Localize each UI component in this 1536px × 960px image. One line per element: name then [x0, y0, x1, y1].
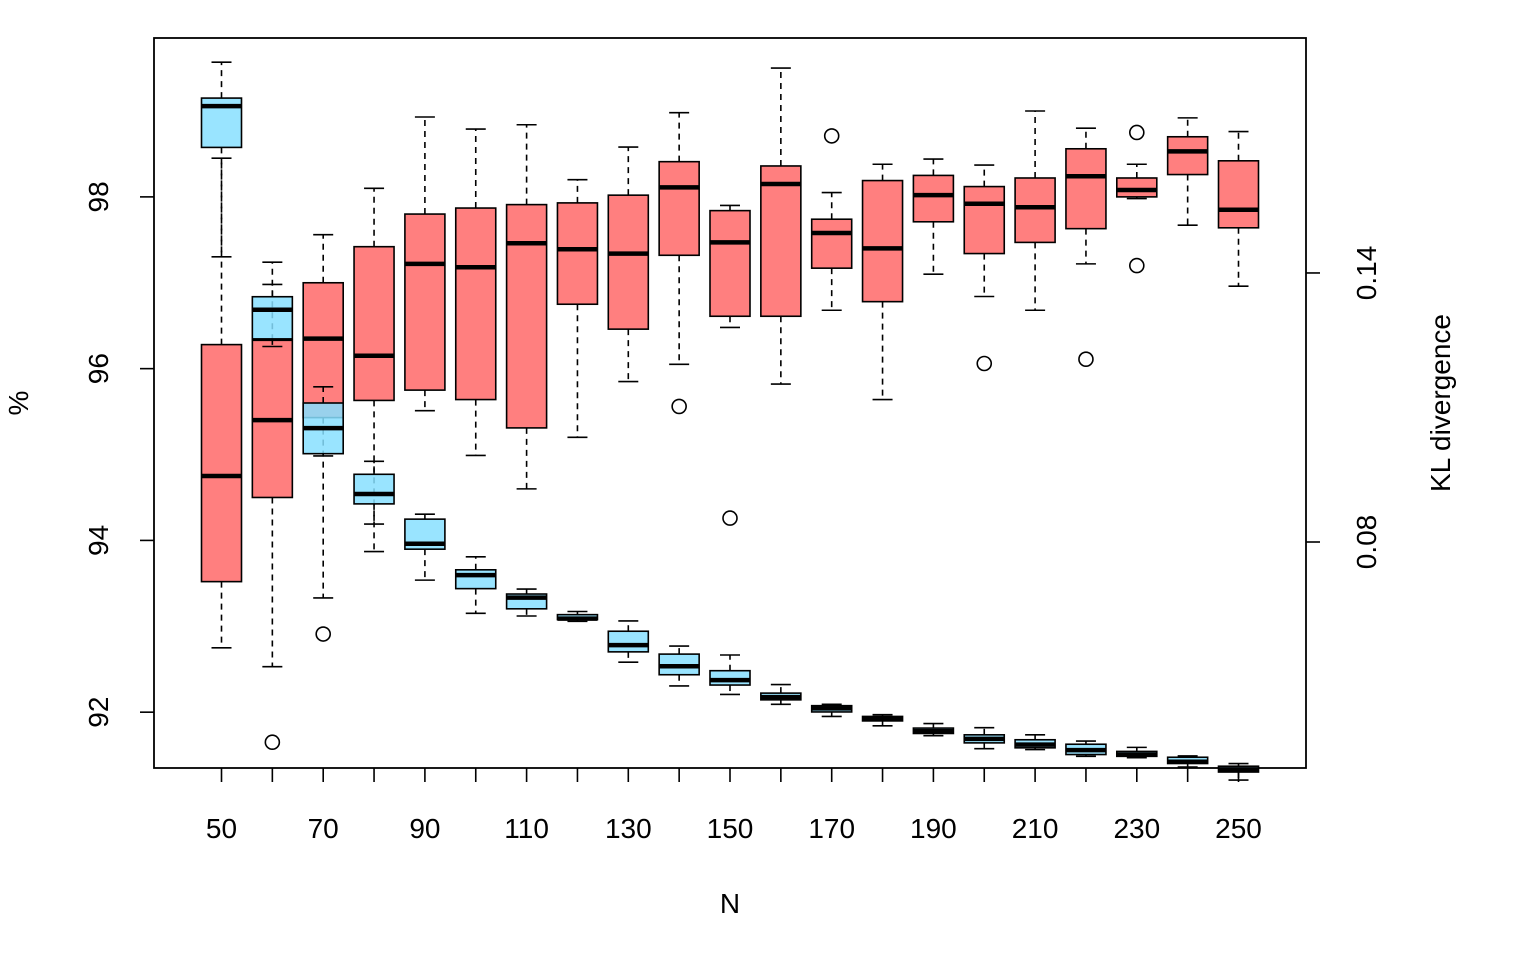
kl-box-90: [404, 513, 446, 581]
kl-box-160: [760, 683, 802, 706]
x-tick-label: 50: [206, 813, 237, 844]
x-tick-label: 150: [707, 813, 754, 844]
x-tick-label: 130: [605, 813, 652, 844]
y-left-tick-label: 98: [83, 181, 114, 212]
outlier-point: [1129, 124, 1145, 141]
box-iqr: [1116, 177, 1158, 198]
percent-box-180: [861, 163, 904, 401]
outlier-point: [722, 510, 738, 526]
kl-box-200: [963, 726, 1006, 750]
kl-box-130: [607, 620, 650, 663]
percent-box-250: [1217, 130, 1260, 288]
kl-box-150: [709, 654, 751, 696]
box-iqr: [861, 179, 904, 303]
box-iqr: [302, 281, 345, 419]
kl-box-240: [1166, 755, 1209, 768]
outlier-point: [823, 128, 840, 144]
box-iqr: [912, 174, 955, 223]
kl-box-190: [912, 722, 955, 737]
box-iqr: [963, 185, 1006, 255]
outlier-point: [671, 398, 687, 415]
box-iqr: [353, 473, 395, 505]
kl-box-120: [556, 610, 599, 623]
x-tick-label: 250: [1215, 813, 1262, 844]
outlier-point: [1078, 351, 1094, 368]
percent-box-150: [709, 204, 751, 526]
percent-box-100: [454, 128, 497, 457]
percent-box-50: [200, 157, 243, 649]
box-iqr: [1065, 147, 1107, 230]
box-iqr: [251, 295, 294, 340]
box-iqr: [709, 209, 751, 318]
kl-box-100: [454, 556, 497, 615]
box-iqr: [454, 569, 497, 590]
kl-box-50: [200, 61, 243, 258]
y-axis-label-left: %: [3, 391, 34, 416]
axes-layer: 50 70 90 110 130 150 170 190 210 230 250 92 94 96 98 0.…: [83, 181, 1382, 844]
kl-box-180: [861, 713, 904, 727]
kl-box-220: [1065, 740, 1107, 758]
y-right-tick-label: 0.08: [1351, 515, 1382, 570]
box-iqr: [658, 160, 700, 257]
box-iqr: [607, 194, 650, 330]
y-right-tick-label: 0.14: [1351, 246, 1382, 301]
percent-box-140: [658, 111, 700, 415]
x-tick-label: 170: [808, 813, 855, 844]
percent-box-120: [556, 178, 599, 439]
box-iqr: [810, 218, 853, 269]
outlier-point: [1129, 257, 1145, 274]
box-iqr: [760, 165, 802, 318]
plot-layer: [200, 61, 1260, 781]
kl-box-230: [1116, 746, 1158, 759]
percent-box-190: [912, 158, 955, 275]
percent-box-210: [1014, 110, 1056, 312]
box-iqr: [556, 202, 599, 306]
box-iqr: [1166, 135, 1209, 176]
kl-box-70: [302, 386, 345, 457]
x-axis-label: N: [720, 888, 740, 919]
percent-box-220: [1065, 127, 1107, 368]
box-iqr: [607, 630, 650, 653]
x-tick-label: 210: [1012, 813, 1059, 844]
kl-box-140: [658, 645, 700, 687]
plot-frame: [153, 37, 1307, 769]
x-tick-label: 190: [910, 813, 957, 844]
box-iqr: [1217, 160, 1260, 229]
percent-box-130: [607, 146, 650, 383]
box-iqr: [200, 343, 243, 583]
kl-box-110: [505, 588, 548, 617]
x-tick-label: 110: [504, 813, 549, 844]
kl-box-210: [1014, 734, 1056, 751]
percent-box-200: [963, 164, 1006, 372]
percent-box-80: [353, 187, 395, 553]
percent-box-70: [302, 233, 345, 642]
percent-box-230: [1116, 124, 1158, 274]
percent-box-110: [505, 123, 548, 490]
x-tick-label: 230: [1113, 813, 1160, 844]
y-axis-label-right: KL divergence: [1425, 314, 1456, 492]
percent-box-60: [251, 283, 294, 751]
box-iqr: [353, 245, 395, 402]
y-left-tick-label: 94: [83, 525, 114, 556]
box-iqr: [404, 213, 446, 391]
outlier-point: [315, 626, 332, 642]
percent-box-90: [404, 116, 446, 412]
y-left-tick-label: 96: [83, 353, 114, 384]
box-iqr: [1014, 177, 1056, 244]
kl-box-170: [810, 703, 853, 718]
outlier-point: [264, 734, 281, 751]
percent-box-160: [760, 67, 802, 385]
x-tick-label: 70: [308, 813, 339, 844]
percent-box-240: [1166, 117, 1209, 227]
kl-box-80: [353, 460, 395, 525]
outlier-point: [976, 355, 993, 372]
box-iqr: [454, 207, 497, 401]
x-tick-label: 90: [409, 813, 440, 844]
y-left-tick-label: 92: [83, 697, 114, 728]
box-iqr: [505, 203, 548, 429]
kl-box-60: [251, 261, 294, 348]
percent-box-170: [810, 128, 853, 312]
